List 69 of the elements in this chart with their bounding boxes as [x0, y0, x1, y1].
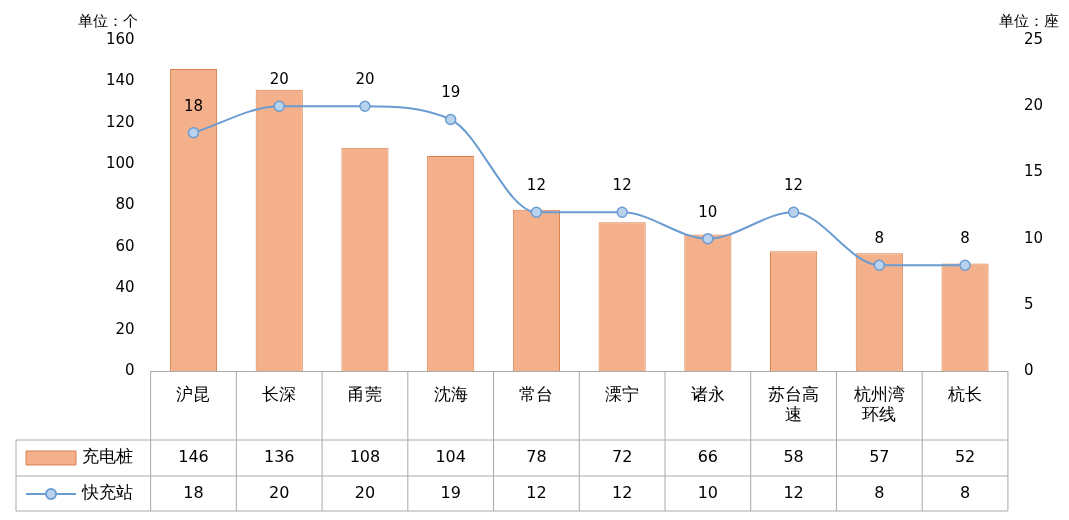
data-label: 18 [183, 483, 204, 503]
point [616, 206, 628, 218]
x-tick-label: 常台 [519, 383, 554, 404]
y-tick-label: 40 [115, 278, 135, 297]
data-label: 104 [435, 447, 466, 467]
text: 18 [183, 96, 204, 115]
y-tick-label: 80 [115, 195, 135, 214]
y-tick-label: 0 [125, 361, 135, 380]
y2-tick-label: 10 [1023, 228, 1044, 247]
legend-label: 充电桩 [82, 446, 133, 467]
data-label: 136 [263, 447, 295, 467]
x-tick-label: 杭州湾环线 [852, 383, 905, 425]
point [702, 232, 714, 245]
x-tick-label: 沈海 [433, 383, 468, 404]
y-tick-label: 120 [105, 112, 135, 131]
text: 10 [698, 202, 718, 221]
data-label: 8 [959, 483, 971, 503]
text: 20 [269, 70, 289, 89]
y2-tick-label: 5 [1023, 294, 1034, 313]
y2-tick-label: 20 [1023, 96, 1044, 115]
text: 8 [874, 229, 885, 248]
data-label: 146 [178, 447, 209, 467]
data-label: 20 [354, 483, 376, 503]
y2-tick-label: 25 [1023, 29, 1044, 48]
point [273, 100, 285, 112]
point [530, 206, 543, 218]
data-label: 19 [440, 483, 461, 503]
y-tick-label: 60 [115, 236, 135, 255]
data-label: 20 [269, 483, 290, 503]
text: 20 [355, 70, 375, 89]
y-tick-label: 20 [115, 319, 135, 338]
data-label: 66 [697, 447, 719, 467]
y-tick-label: 140 [105, 71, 135, 90]
data-label: 52 [954, 447, 976, 467]
point [787, 206, 800, 218]
x-tick-label: 沪昆 [176, 383, 211, 404]
point [873, 259, 886, 271]
legend-label: 快充站 [81, 482, 133, 503]
data-label: 58 [783, 447, 804, 467]
data-label: 12 [783, 483, 804, 503]
x-tick-label: 诸永 [690, 383, 725, 404]
x-tick-label: 长深 [262, 383, 297, 404]
x-tick-label: 甬莞 [347, 383, 382, 404]
x-tick-label: 溧宁 [605, 383, 640, 404]
data-label: 12 [611, 483, 633, 503]
text: 8 [960, 229, 970, 248]
x-tick-label: 苏台高速 [768, 383, 820, 425]
data-label: 78 [526, 447, 547, 467]
y2-axis-title: 单位：座 [999, 11, 1059, 30]
text: 19 [441, 83, 461, 102]
data-label: 10 [697, 483, 719, 503]
data-label: 57 [869, 447, 890, 467]
point [959, 259, 971, 271]
point [359, 100, 371, 112]
y-tick-label: 160 [105, 29, 135, 48]
point [187, 126, 200, 139]
y2-tick-label: 15 [1023, 162, 1044, 181]
point [444, 113, 457, 126]
x-tick-label: 杭长 [947, 383, 983, 404]
text: 12 [784, 176, 804, 195]
y-axis-title: 单位：个 [78, 11, 138, 30]
data-label: 8 [874, 483, 885, 503]
data-label: 72 [611, 447, 633, 467]
y2-tick-label: 0 [1023, 361, 1034, 380]
data-label: 12 [526, 483, 547, 503]
y-tick-label: 100 [105, 154, 135, 173]
data-label: 108 [349, 447, 381, 467]
text: 12 [612, 176, 632, 195]
text: 12 [526, 176, 546, 195]
